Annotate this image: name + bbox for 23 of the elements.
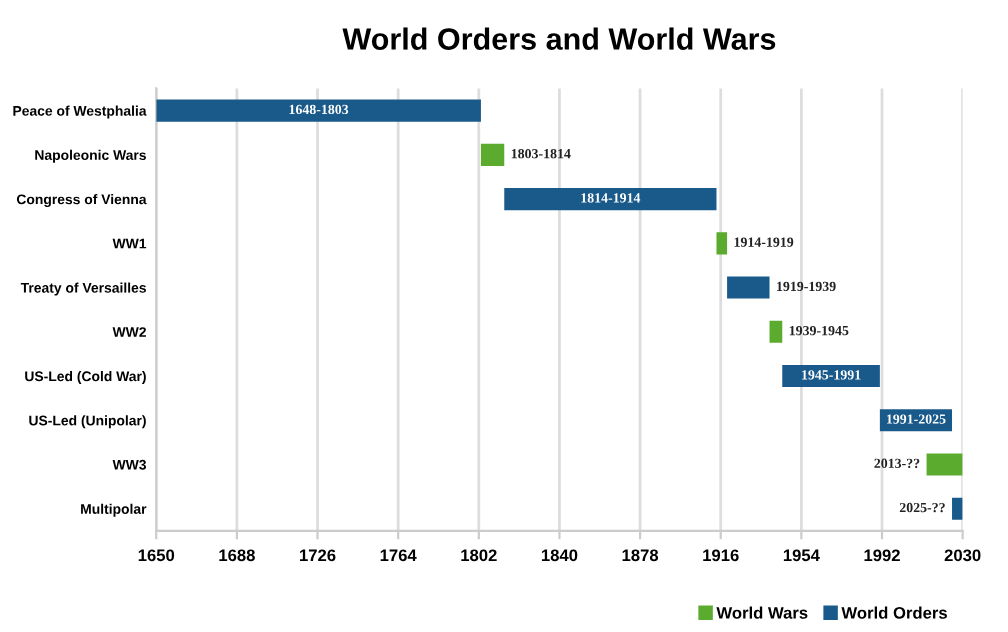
x-tick-label: 1992 bbox=[864, 549, 900, 562]
x-tick-label: 1916 bbox=[703, 549, 739, 562]
bar bbox=[952, 497, 963, 520]
legend-label: World Wars bbox=[716, 606, 808, 619]
bar bbox=[480, 143, 505, 166]
x-tick-label: 1764 bbox=[380, 549, 417, 562]
x-tick-label: 1878 bbox=[622, 549, 659, 562]
bar bbox=[782, 364, 880, 388]
chart-title: World Orders and World Wars bbox=[342, 27, 776, 50]
x-tick-label: 1802 bbox=[461, 549, 497, 562]
bar bbox=[769, 320, 783, 343]
x-tick-label: 1688 bbox=[219, 549, 255, 562]
x-tick-label: 1726 bbox=[300, 549, 336, 562]
bar bbox=[727, 276, 770, 299]
bar bbox=[716, 232, 728, 255]
legend-label: World Orders bbox=[841, 606, 947, 619]
x-tick-label: 2030 bbox=[944, 549, 981, 562]
bar bbox=[926, 453, 963, 476]
x-tick-label: 1650 bbox=[138, 549, 175, 562]
bar bbox=[156, 99, 481, 122]
bar bbox=[504, 188, 717, 211]
x-tick-label: 1840 bbox=[541, 549, 578, 562]
x-tick-label: 1954 bbox=[783, 549, 820, 562]
